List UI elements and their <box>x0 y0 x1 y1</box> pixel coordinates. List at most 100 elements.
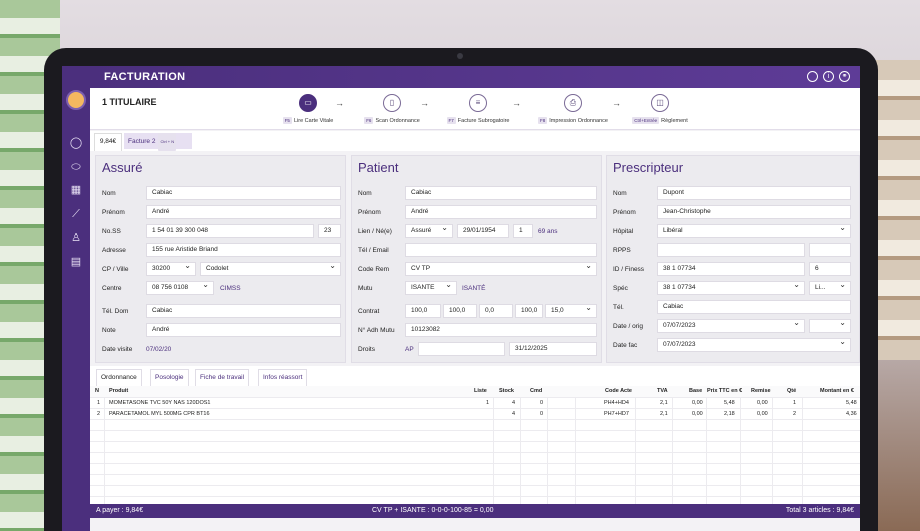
tab-invoice-2[interactable]: Facture 2 Ctrl + N <box>124 133 192 151</box>
patient-tel-field[interactable] <box>405 243 597 257</box>
chart-icon[interactable]: ⟋ <box>72 208 80 220</box>
arrow-right-icon: → <box>612 98 621 108</box>
printer-icon: ⎙ <box>564 94 582 112</box>
assure-prenom-field[interactable]: André <box>146 205 341 219</box>
step-key: F8 <box>538 117 548 124</box>
assure-tel-field[interactable]: Cabiac <box>146 304 341 318</box>
prescripteur-date-fac-select[interactable]: 07/07/2023 <box>657 338 851 352</box>
prescripteur-date-orig-select[interactable]: 07/07/2023 <box>657 319 805 333</box>
patient-nom-field[interactable]: Cabiac <box>405 186 597 200</box>
title-bar: FACTURATION i ⚭ <box>90 66 860 88</box>
column-divider <box>672 386 673 504</box>
droits-fin-field[interactable]: 31/12/2025 <box>509 342 597 356</box>
label-nom: Nom <box>102 190 116 197</box>
assure-cp-select[interactable]: 30200 <box>146 262 196 276</box>
tab-posologie[interactable]: Posologie <box>150 369 189 386</box>
card-reader-icon: ▭ <box>299 94 317 112</box>
label-date-fac: Date fac <box>613 342 638 349</box>
arrow-right-icon: → <box>512 98 521 108</box>
prescripteur-rpps-field[interactable] <box>657 243 805 257</box>
link-icon[interactable]: ⚭ <box>839 71 850 82</box>
assure-nom-field[interactable]: Cabiac <box>146 186 341 200</box>
sidebar: ◯ ⬭ ▦ ⟋ ♙ ▤ <box>62 66 90 531</box>
patient-lien-select[interactable]: Assuré <box>405 224 453 238</box>
prescripteur-date-orig-extra-select[interactable] <box>809 319 851 333</box>
step-key: F6 <box>364 117 374 124</box>
label-finess: ID / Finess <box>613 266 645 273</box>
contrat-field-1[interactable]: 100,0 <box>405 304 441 318</box>
prescripteur-finess-field[interactable]: 38 1 07734 <box>657 262 805 276</box>
table-row-empty[interactable] <box>90 475 860 486</box>
table-row-empty[interactable] <box>90 420 860 431</box>
prescripteur-spec-short-select[interactable]: Li... <box>809 281 851 295</box>
label-coderem: Code Rem <box>358 266 390 273</box>
column-divider <box>575 386 576 504</box>
patient-coderem-select[interactable]: CV TP <box>405 262 597 276</box>
droits-debut-field[interactable] <box>418 342 505 356</box>
table-row[interactable]: 2 PARACETAMOL MYL 500MG CPR BT16 4 0 PH7… <box>90 409 860 420</box>
column-divider <box>104 386 105 504</box>
calendar-icon[interactable]: ▦ <box>70 184 82 196</box>
prescripteur-prenom-field[interactable]: Jean-Christophe <box>657 205 851 219</box>
chat-icon[interactable]: ◯ <box>69 137 83 149</box>
prescripteur-nom-field[interactable]: Dupont <box>657 186 851 200</box>
tab-fiche-travail[interactable]: Fiche de travail <box>195 369 250 386</box>
page-title: 1 TITULAIRE <box>102 97 157 107</box>
label-hopital: Hôpital <box>613 228 634 235</box>
assure-ville-select[interactable]: Codolet <box>200 262 341 276</box>
prescripteur-rpps-key-field[interactable] <box>809 243 851 257</box>
pill-icon[interactable]: ⬭ <box>71 161 81 173</box>
patient-adh-field[interactable]: 10123082 <box>405 323 597 337</box>
assure-noss-key-field[interactable]: 23 <box>318 224 341 238</box>
table-row-empty[interactable] <box>90 453 860 464</box>
patient-prenom-field[interactable]: André <box>405 205 597 219</box>
table-row[interactable]: 1 MOMETASONE TVC 50Y NAS 120DOS1 1 4 0 P… <box>90 398 860 409</box>
prescripteur-finess-key-field[interactable]: 6 <box>809 262 851 276</box>
label-rpps: RPPS <box>613 247 631 254</box>
contrat-field-3[interactable]: 0,0 <box>479 304 513 318</box>
contrat-field-5[interactable]: 15,0 <box>545 304 597 318</box>
column-divider <box>740 386 741 504</box>
prescripteur-hopital-select[interactable]: Libéral <box>657 224 851 238</box>
tab-amount[interactable]: 9,84€ <box>94 133 122 151</box>
assure-noss-field[interactable]: 1 54 01 39 300 048 <box>146 224 314 238</box>
products-table: N Produit Liste Stock Cmd Code Acte TVA … <box>90 386 860 504</box>
prescripteur-tel-field[interactable]: Cabiac <box>657 300 851 314</box>
cell-n: 1 <box>97 400 101 406</box>
cell-qte: 1 <box>793 400 797 406</box>
invoice-tabs: 9,84€ Facture 2 Ctrl + N <box>90 131 860 151</box>
step-payment[interactable]: ◫ Ctrl+Entrée Règlement <box>615 94 705 124</box>
step-print[interactable]: ⎙ F8 Impression Ordonnance <box>528 94 618 124</box>
step-scan[interactable]: ▯ F6 Scan Ordonnance <box>347 94 437 124</box>
step-read-card[interactable]: ▭ F5 Lire Carte Vitale <box>263 94 353 124</box>
table-row-empty[interactable] <box>90 431 860 442</box>
assure-note-field[interactable]: André <box>146 323 341 337</box>
info-icon[interactable]: i <box>823 71 834 82</box>
step-key: F5 <box>282 117 292 124</box>
col-header: Liste <box>474 388 487 394</box>
patient-mutu-select[interactable]: ISANTE <box>405 281 457 295</box>
patient-rang-field[interactable]: 1 <box>513 224 533 238</box>
step-invoice[interactable]: ≡ F7 Facture Subrogatoire <box>433 94 523 124</box>
table-row-empty[interactable] <box>90 464 860 475</box>
prescripteur-spec-select[interactable]: 38 1 07734 <box>657 281 805 295</box>
col-header: Qté <box>787 388 797 394</box>
col-header: Prix TTC en € <box>707 388 743 394</box>
table-row-empty[interactable] <box>90 442 860 453</box>
label-tel: Tél. Dom <box>102 308 129 315</box>
avatar[interactable] <box>66 90 86 110</box>
table-row-empty[interactable] <box>90 486 860 497</box>
tab-ordonnance[interactable]: Ordonnance <box>96 369 142 386</box>
patient-title: Patient <box>358 160 399 175</box>
cell-montant: 5,48 <box>846 400 857 406</box>
assure-centre-select[interactable]: 08 756 0108 <box>146 281 214 295</box>
contrat-field-2[interactable]: 100,0 <box>443 304 477 318</box>
cell-qte: 2 <box>793 411 797 417</box>
box-icon[interactable]: ▤ <box>70 256 82 268</box>
message-icon[interactable] <box>807 71 818 82</box>
patient-naissance-field[interactable]: 29/01/1954 <box>457 224 509 238</box>
user-icon[interactable]: ♙ <box>71 232 81 244</box>
assure-adresse-field[interactable]: 155 rue Aristide Briand <box>146 243 341 257</box>
contrat-field-4[interactable]: 100,0 <box>515 304 543 318</box>
tab-infos-reassort[interactable]: Infos réassort <box>258 369 308 386</box>
